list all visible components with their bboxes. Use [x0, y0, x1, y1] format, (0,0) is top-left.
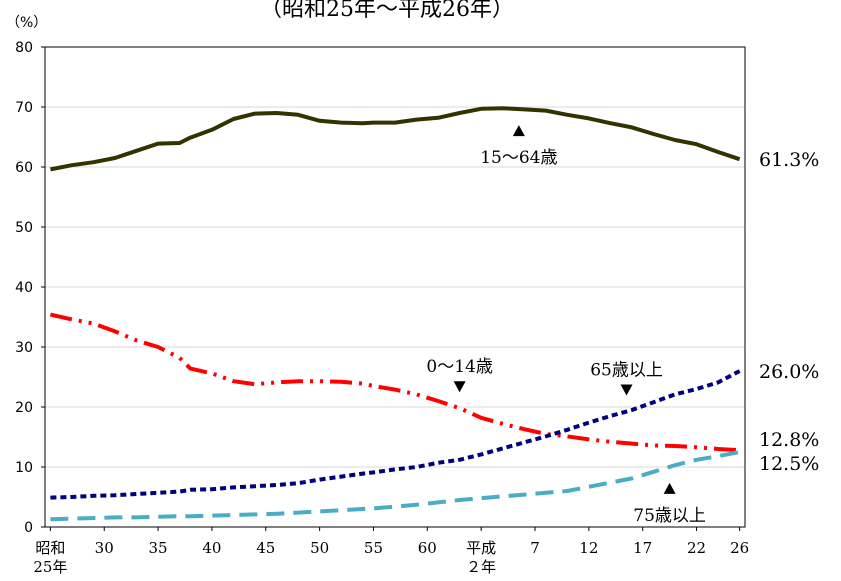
x-tick-label: ２年	[466, 558, 496, 576]
x-tick-label: 26	[730, 539, 749, 557]
x-tick-label: 昭和	[35, 539, 65, 557]
annotation-label: 75歳以上	[633, 506, 706, 526]
series-lines	[49, 106, 741, 522]
x-tick-label: 35	[149, 539, 168, 557]
end-value-label: 61.3%	[759, 149, 819, 171]
y-tick-label: 0	[24, 520, 33, 536]
x-tick-label: 7	[530, 539, 540, 557]
x-tick-label: 55	[364, 539, 383, 557]
annotation-label: 0〜14歳	[426, 357, 492, 377]
annotation-arrow	[453, 381, 466, 393]
series-annotations: 15〜64歳 0〜14歳 65歳以上 75歳以上	[426, 125, 706, 526]
x-tick-label: 17	[633, 539, 652, 557]
x-tick-label: 30	[95, 539, 114, 557]
x-tick-label: 40	[202, 539, 221, 557]
x-tick-label: 60	[418, 539, 437, 557]
end-value-label: 12.5%	[759, 453, 819, 475]
annotation-label: 15〜64歳	[480, 148, 557, 168]
chart-title: （昭和25年〜平成26年）	[260, 0, 514, 22]
y-tick-label: 50	[15, 220, 33, 236]
y-tick-label: 10	[15, 460, 33, 476]
end-value-label: 12.8%	[759, 429, 819, 451]
y-tick-label: 70	[15, 100, 33, 116]
y-axis-unit-label: （%）	[6, 15, 47, 31]
annotation-arrow	[663, 482, 676, 494]
gridlines	[45, 106, 745, 468]
x-tick-label: 45	[256, 539, 275, 557]
annotation-label: 65歳以上	[590, 361, 663, 381]
y-tick-label: 30	[15, 340, 33, 356]
end-value-label: 26.0%	[759, 361, 819, 383]
x-tick-label: 平成	[466, 539, 496, 557]
y-axis-ticks: 0 10 20 30 40 50 60 70 80	[15, 40, 45, 536]
annotation-arrow	[512, 125, 525, 137]
y-tick-label: 60	[15, 160, 33, 176]
y-tick-label: 20	[15, 400, 33, 416]
x-tick-label: 25年	[33, 558, 67, 576]
end-value-labels: 61.3% 26.0% 12.8%12.5%	[759, 149, 819, 475]
y-tick-label: 80	[15, 40, 33, 56]
x-tick-label: 22	[687, 539, 706, 557]
x-tick-label: 50	[310, 539, 329, 557]
y-tick-label: 40	[15, 280, 33, 296]
annotation-arrow	[620, 384, 633, 396]
x-tick-label: 12	[579, 539, 598, 557]
series-line-1	[50, 106, 741, 172]
series-line-3	[50, 369, 741, 500]
series-line-2	[49, 312, 740, 453]
series-line-4	[50, 450, 740, 522]
